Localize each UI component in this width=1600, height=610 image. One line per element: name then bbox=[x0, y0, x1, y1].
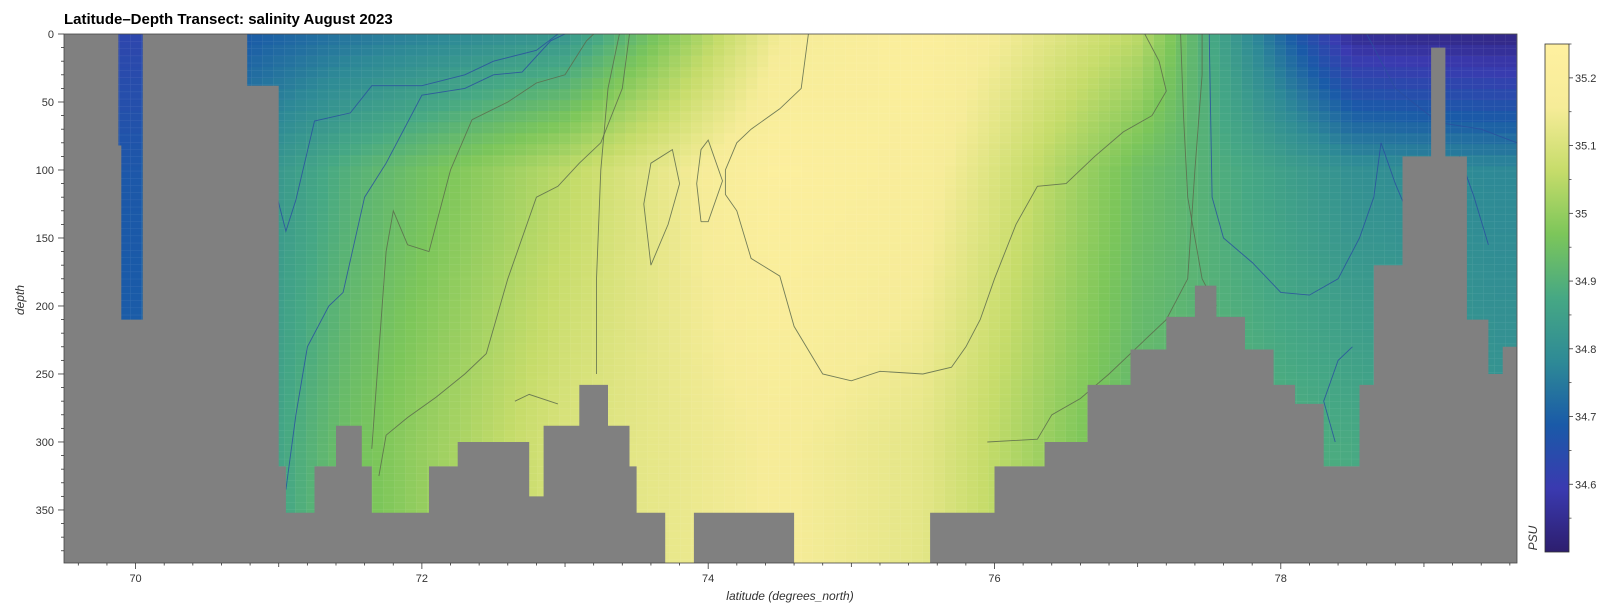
chart-title: Latitude–Depth Transect: salinity August… bbox=[64, 11, 393, 28]
plot-area bbox=[64, 34, 1517, 563]
